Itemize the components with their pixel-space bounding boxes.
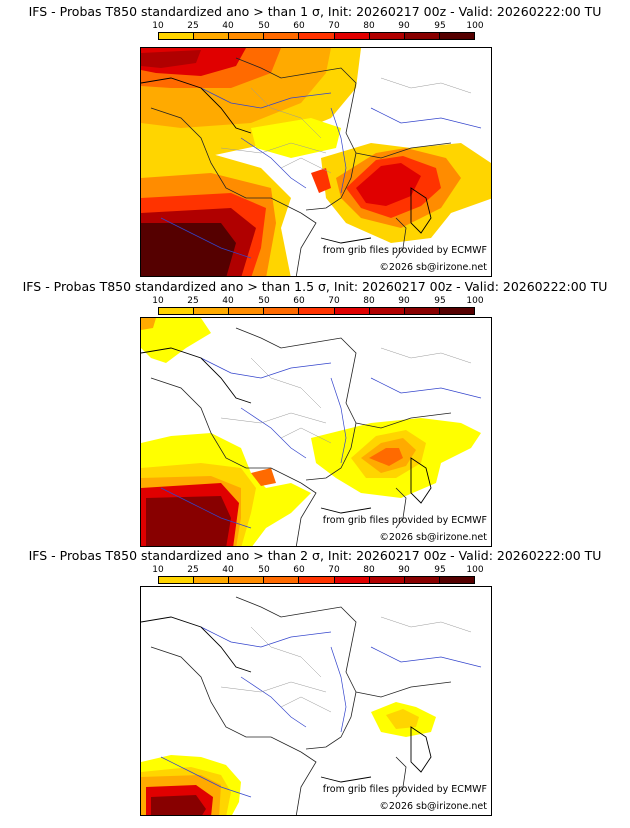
colorbar-ticks: 10 25 40 50 60 70 80 90 95 100: [152, 565, 483, 576]
colorbar-segment: [299, 577, 335, 583]
colorbar-segment: [404, 577, 440, 583]
copyright-label: ©2026 sb@irizone.net: [379, 801, 487, 812]
tick-label: 90: [398, 21, 410, 31]
tick-label: 10: [152, 296, 164, 306]
copyright-label: ©2026 sb@irizone.net: [379, 532, 487, 543]
map-graphic: [141, 48, 491, 276]
colorbar-ticks: 10 25 40 50 60 70 80 90 95 100: [152, 296, 483, 307]
source-credit: from grib files provided by ECMWF: [322, 784, 487, 795]
tick-label: 25: [187, 565, 199, 575]
colorbar: [158, 576, 475, 584]
borders: [150, 57, 452, 276]
borders: [150, 327, 452, 546]
rivers: [160, 626, 482, 798]
coastline: [141, 347, 432, 514]
tick-label: 10: [152, 565, 164, 575]
tick-label: 40: [222, 296, 234, 306]
probability-map: from grib files provided by ECMWF ©2026 …: [140, 47, 492, 277]
tick-label: 100: [466, 565, 484, 575]
colorbar: [158, 32, 475, 40]
colorbar-segment: [264, 577, 300, 583]
tick-label: 70: [328, 296, 340, 306]
colorbar-segment: [369, 33, 405, 39]
colorbar-segment: [439, 577, 474, 583]
tick-label: 25: [187, 296, 199, 306]
tick-label: 100: [466, 21, 484, 31]
tick-label: 50: [258, 565, 270, 575]
map-graphic: [141, 596, 482, 815]
tick-label: 95: [434, 296, 446, 306]
colorbar-segment: [439, 308, 474, 314]
colorbar-segment: [264, 308, 300, 314]
borders: [150, 596, 452, 815]
tick-label: 95: [434, 21, 446, 31]
panel-2-sigma: IFS - Probas T850 standardized ano > tha…: [0, 548, 630, 824]
panel-1-5-sigma: IFS - Probas T850 standardized ano > tha…: [0, 279, 630, 555]
tick-label: 60: [293, 296, 305, 306]
tick-label: 50: [258, 296, 270, 306]
map-graphic: [141, 318, 482, 546]
source-credit: from grib files provided by ECMWF: [322, 245, 487, 256]
tick-label: 80: [363, 21, 375, 31]
colorbar-segment: [229, 577, 265, 583]
colorbar: [158, 307, 475, 315]
tick-label: 25: [187, 21, 199, 31]
colorbar-segment: [334, 308, 370, 314]
tick-label: 80: [363, 296, 375, 306]
probability-map: from grib files provided by ECMWF ©2026 …: [140, 317, 492, 547]
colorbar-segment: [194, 577, 230, 583]
colorbar-segment: [299, 308, 335, 314]
tick-label: 60: [293, 565, 305, 575]
tick-label: 90: [398, 296, 410, 306]
regions: [220, 77, 472, 174]
regions: [220, 616, 472, 713]
colorbar-segment: [159, 308, 195, 314]
panel-title: IFS - Probas T850 standardized ano > tha…: [22, 279, 608, 294]
panel-1-sigma: IFS - Probas T850 standardized ano > tha…: [0, 4, 630, 280]
colorbar-segment: [229, 308, 265, 314]
colorbar-segment: [404, 33, 440, 39]
colorbar-segment: [264, 33, 300, 39]
colorbar-ticks: 10 25 40 50 60 70 80 90 95 100: [152, 21, 483, 32]
colorbar-segment: [369, 577, 405, 583]
probability-map: from grib files provided by ECMWF ©2026 …: [140, 586, 492, 816]
colorbar-segment: [194, 308, 230, 314]
tick-label: 70: [328, 21, 340, 31]
tick-label: 100: [466, 296, 484, 306]
colorbar-segment: [334, 33, 370, 39]
colorbar-segment: [404, 308, 440, 314]
source-credit: from grib files provided by ECMWF: [322, 515, 487, 526]
tick-label: 90: [398, 565, 410, 575]
regions: [220, 347, 472, 444]
panel-title: IFS - Probas T850 standardized ano > tha…: [28, 548, 602, 563]
probability-shading: [141, 318, 481, 546]
colorbar-segment: [369, 308, 405, 314]
panel-title: IFS - Probas T850 standardized ano > tha…: [28, 4, 602, 19]
colorbar-segment: [159, 577, 195, 583]
colorbar-segment: [229, 33, 265, 39]
probability-shading: [141, 48, 491, 276]
tick-label: 50: [258, 21, 270, 31]
tick-label: 70: [328, 565, 340, 575]
tick-label: 40: [222, 21, 234, 31]
colorbar-segment: [299, 33, 335, 39]
tick-label: 10: [152, 21, 164, 31]
probability-shading: [141, 702, 436, 815]
tick-label: 80: [363, 565, 375, 575]
coastline: [141, 77, 432, 244]
tick-label: 40: [222, 565, 234, 575]
coastline: [141, 616, 432, 783]
colorbar-segment: [159, 33, 195, 39]
tick-label: 60: [293, 21, 305, 31]
tick-label: 95: [434, 565, 446, 575]
colorbar-segment: [334, 577, 370, 583]
colorbar-segment: [194, 33, 230, 39]
copyright-label: ©2026 sb@irizone.net: [379, 262, 487, 273]
colorbar-segment: [439, 33, 474, 39]
rivers: [160, 357, 482, 529]
